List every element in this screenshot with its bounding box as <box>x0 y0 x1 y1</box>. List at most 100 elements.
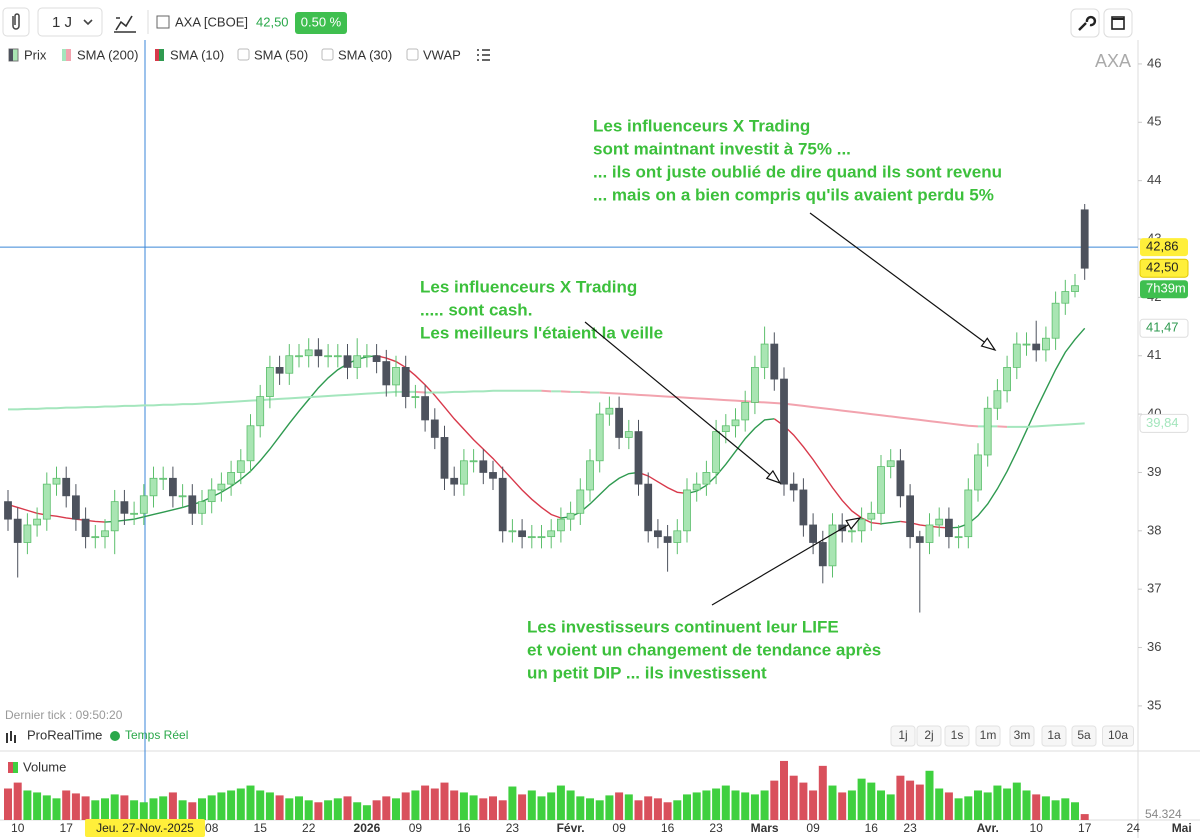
candle-body <box>178 495 187 498</box>
period-button[interactable] <box>975 725 1001 747</box>
volume-bar <box>954 798 963 820</box>
volume-bar <box>518 794 527 820</box>
interval-select[interactable] <box>37 7 103 37</box>
y-tick-label: 39 <box>1147 464 1161 479</box>
candle-body <box>945 518 953 538</box>
candle-body <box>954 536 963 539</box>
volume-bar <box>721 785 730 820</box>
candle-body <box>886 460 895 468</box>
checkbox[interactable] <box>406 48 419 61</box>
candle-body <box>110 501 119 532</box>
window-icon <box>1111 16 1125 30</box>
candle-body <box>1071 285 1079 292</box>
period-button[interactable] <box>1009 725 1035 747</box>
x-tick-label: Avr. <box>977 821 999 835</box>
volume-bar <box>207 795 216 820</box>
candle-body <box>246 425 255 462</box>
sma10-swatch[interactable] <box>155 49 164 61</box>
checkbox[interactable] <box>237 48 250 61</box>
volume-bar <box>537 796 546 820</box>
symbol: AXA [CBOE] <box>175 14 248 29</box>
period-buttons: 1j 2j 1s 1m 3m 1a 5a 10a <box>890 725 1134 747</box>
period-button[interactable] <box>1071 725 1097 747</box>
candle-body <box>508 530 517 533</box>
period-button[interactable] <box>890 725 916 747</box>
candle-body <box>644 483 653 532</box>
change-badge <box>295 12 347 34</box>
period-button[interactable] <box>1041 725 1067 747</box>
candle-body <box>770 343 779 380</box>
candle-body <box>1042 337 1050 351</box>
volume-bar <box>1071 802 1079 820</box>
sma200-swatch[interactable] <box>62 49 71 61</box>
candle-body <box>275 367 284 374</box>
sma-line <box>638 471 688 495</box>
arrow-head <box>980 337 997 352</box>
chart-style-icon[interactable] <box>114 15 136 33</box>
volume-bar <box>362 805 371 820</box>
x-tick-label: 09 <box>409 821 423 835</box>
candle-body <box>576 489 585 514</box>
window-button[interactable] <box>1103 8 1133 38</box>
volume-bar <box>343 796 352 820</box>
x-tick-label: 17 <box>1078 821 1092 835</box>
volume-bar <box>692 792 701 820</box>
attach-button[interactable] <box>2 7 30 37</box>
volume-bar <box>372 800 381 820</box>
candle-body <box>857 518 866 532</box>
candle-body <box>81 518 90 538</box>
volume-bar <box>615 792 624 820</box>
sma-line <box>599 391 979 428</box>
volume-bar <box>780 760 788 820</box>
candle-body <box>256 396 265 427</box>
volume-bar <box>974 790 982 820</box>
annotation: Les influenceurs X Trading <box>593 116 810 135</box>
volume-bar <box>101 798 109 820</box>
candle-body <box>624 431 633 438</box>
volume-bar <box>440 782 449 820</box>
annotation-arrow <box>809 212 996 351</box>
indicator-label: SMA (200) <box>77 47 138 62</box>
checkbox[interactable] <box>321 48 334 61</box>
period-button[interactable] <box>944 725 970 747</box>
candle-body <box>236 460 245 473</box>
candle-body <box>314 349 323 357</box>
list-icon[interactable] <box>477 49 490 61</box>
volume-bar <box>42 795 51 820</box>
volume-bar <box>809 790 818 820</box>
volume-bar <box>624 794 633 820</box>
volume-bar <box>198 798 206 820</box>
candle-body <box>4 501 12 520</box>
volume-bar <box>217 792 226 820</box>
indicator-label: SMA (30) <box>338 47 392 62</box>
volume-bar <box>634 800 643 820</box>
volume-bar <box>81 796 90 820</box>
x-tick-label: 16 <box>661 821 675 835</box>
crosshair-price: 42,86 <box>1146 239 1179 254</box>
volume-bar <box>867 782 876 820</box>
period-button[interactable] <box>916 725 942 747</box>
period-button[interactable] <box>1102 725 1134 747</box>
volume-bar <box>906 780 915 820</box>
candle-body <box>867 512 876 520</box>
annotation: ..... sont cash. <box>420 300 532 319</box>
candle-body <box>101 530 109 538</box>
volume-bar <box>828 785 837 820</box>
dropdown-arrow <box>83 19 93 26</box>
x-tick-label: 10 <box>1030 821 1044 835</box>
candle-body <box>217 483 226 491</box>
annotation: Les influenceurs X Trading <box>420 277 637 296</box>
countdown-box <box>1140 280 1188 299</box>
candle-body <box>993 390 1002 409</box>
price: 42,50 <box>256 14 289 29</box>
annotation: et voient un changement de tendance aprè… <box>527 640 881 659</box>
volume-bar <box>392 798 400 820</box>
volume-bar <box>731 790 740 820</box>
candle-body <box>595 413 604 462</box>
annotation: sont maintnant investit à 75% ... <box>593 139 851 158</box>
x-tick-label: 23 <box>506 821 520 835</box>
x-tick-label: 22 <box>302 821 316 835</box>
arrow-head <box>845 517 862 530</box>
volume-swatch-half <box>8 762 13 773</box>
candle-body <box>925 524 934 543</box>
